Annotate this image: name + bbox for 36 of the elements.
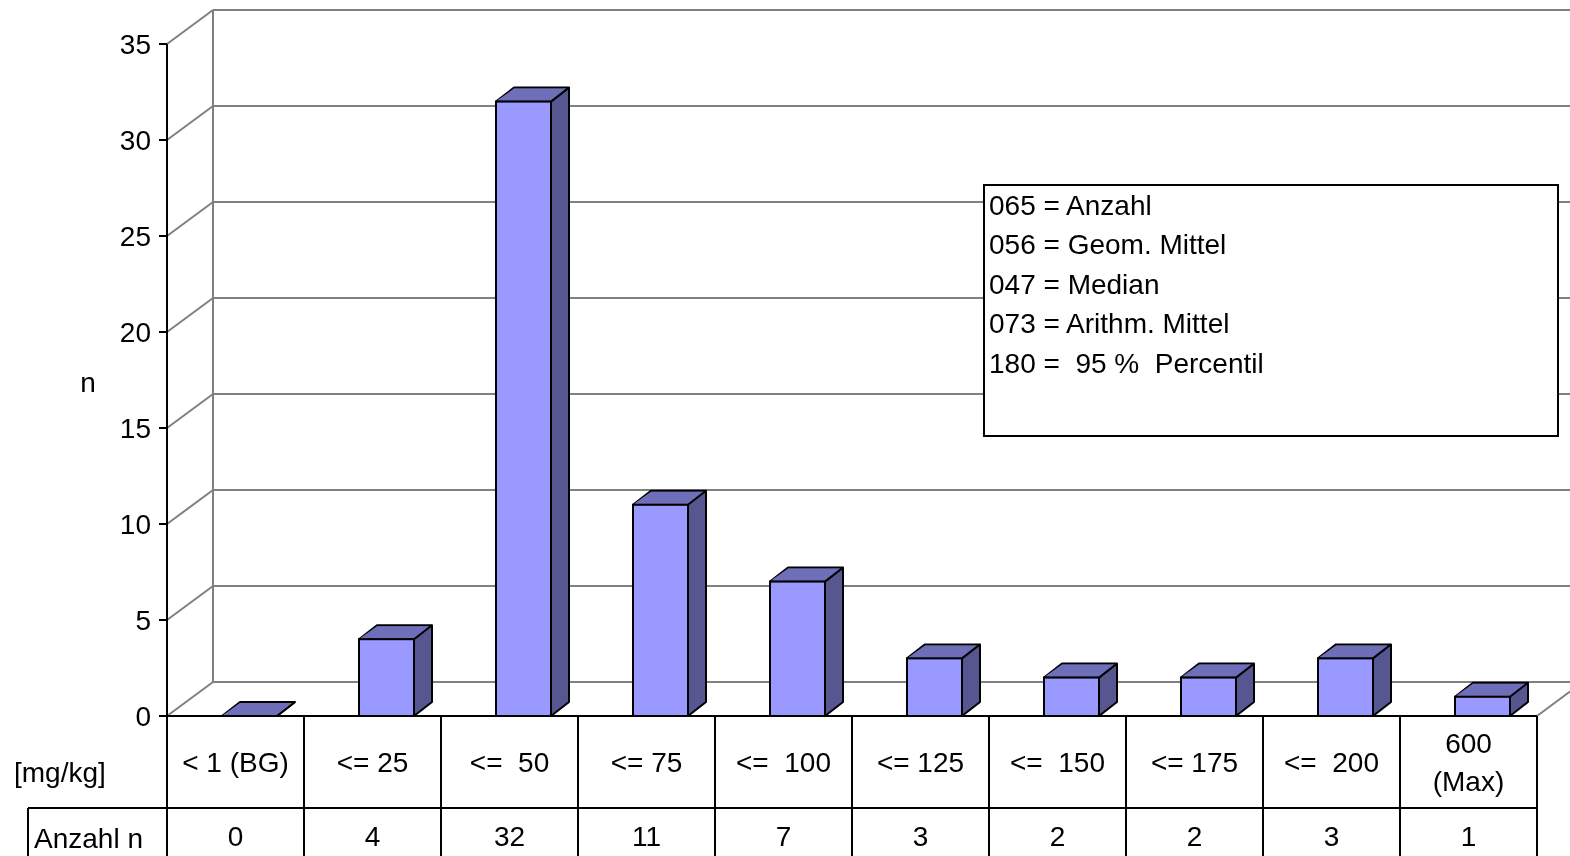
- x-tick-label: 600 (Max): [1432, 727, 1505, 797]
- y-tick-label: 35: [119, 28, 151, 60]
- data-label: 2: [1049, 820, 1066, 852]
- x-tick-label: <= 75: [610, 746, 683, 778]
- y-tick-label: 0: [135, 700, 151, 732]
- x-tick-label: <= 50: [469, 746, 550, 778]
- data-label: 7: [775, 820, 792, 852]
- y-tick-label: 20: [119, 316, 151, 348]
- data-label: 0: [227, 820, 244, 852]
- x-axis-title: [mg/kg]: [14, 756, 106, 788]
- y-axis-title: n: [80, 366, 96, 398]
- data-label: 3: [1323, 820, 1340, 852]
- data-label: 4: [364, 820, 381, 852]
- text: Anzahl n: [34, 822, 143, 854]
- y-tick-label: 10: [119, 508, 151, 540]
- annotation: 180 = 95 % Percentil: [989, 347, 1264, 379]
- y-tick-label: 25: [119, 220, 151, 252]
- y-tick-label: 30: [119, 124, 151, 156]
- x-tick-label: <= 100: [736, 746, 831, 778]
- data-label: 1: [1460, 820, 1477, 852]
- y-tick-label: 15: [119, 412, 151, 444]
- data-label: 32: [493, 820, 526, 852]
- data-label: 2: [1186, 820, 1203, 852]
- data-label: 11: [631, 820, 662, 852]
- x-tick-label: <= 200: [1284, 746, 1379, 778]
- annotation: 047 = Median: [989, 268, 1160, 300]
- x-tick-label: <= 25: [336, 746, 409, 778]
- x-tick-label: <= 125: [876, 746, 965, 778]
- annotation: 073 = Arithm. Mittel: [989, 308, 1230, 340]
- y-tick-label: 5: [135, 604, 151, 636]
- x-tick-label: <= 175: [1150, 746, 1239, 778]
- x-tick-label: <= 150: [1010, 746, 1105, 778]
- annotation: 056 = Geom. Mittel: [989, 229, 1227, 261]
- data-label: 3: [912, 820, 929, 852]
- x-tick-label: < 1 (BG): [182, 746, 289, 778]
- annotation: 065 = Anzahl: [989, 189, 1152, 221]
